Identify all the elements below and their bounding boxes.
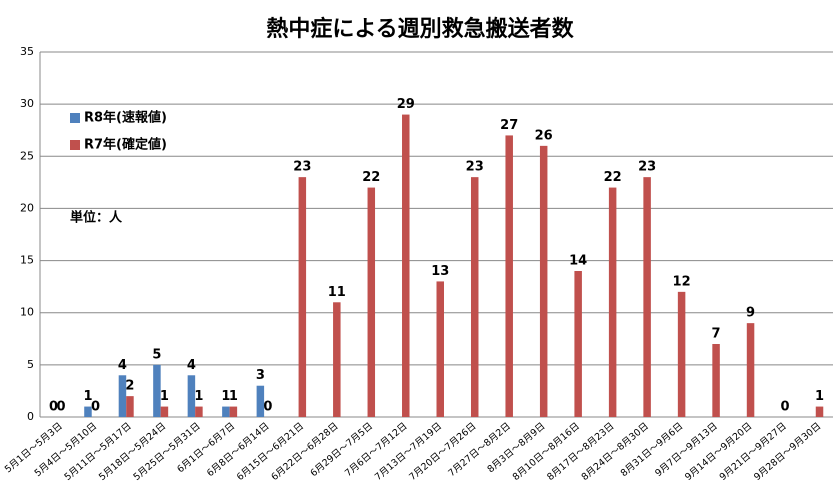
value-label: 0 xyxy=(91,400,100,415)
value-label: 14 xyxy=(569,254,587,269)
value-label: 0 xyxy=(49,400,58,415)
value-label: 9 xyxy=(746,306,755,321)
bar xyxy=(118,375,127,417)
value-label: 7 xyxy=(712,327,721,342)
value-label: 12 xyxy=(673,274,691,289)
y-tick-label: 25 xyxy=(20,149,34,162)
bar xyxy=(153,364,161,417)
bar xyxy=(402,114,410,418)
value-label: 13 xyxy=(431,264,449,279)
bar xyxy=(126,396,134,417)
value-label: 26 xyxy=(535,128,553,143)
value-label: 0 xyxy=(263,400,272,415)
value-label: 0 xyxy=(56,400,65,415)
value-label: 29 xyxy=(397,97,415,112)
bar xyxy=(195,406,203,417)
bar xyxy=(436,281,444,417)
bar xyxy=(256,385,265,417)
value-label: 22 xyxy=(604,170,622,185)
y-tick-label: 10 xyxy=(20,306,34,319)
value-label: 23 xyxy=(466,160,484,175)
x-tick-label: 6月29日～7月5日 xyxy=(308,421,375,479)
value-label: 1 xyxy=(221,389,230,404)
bar xyxy=(677,291,686,417)
y-tick-label: 30 xyxy=(20,97,34,110)
bar xyxy=(84,406,92,417)
value-label: 1 xyxy=(194,389,203,404)
value-label: 1 xyxy=(815,389,824,404)
bar xyxy=(367,187,376,417)
value-label: 3 xyxy=(256,368,265,383)
bar xyxy=(298,177,307,417)
legend-label: R7年(確定値) xyxy=(84,137,167,153)
bar xyxy=(470,177,479,417)
bar xyxy=(643,177,651,417)
legend-swatch xyxy=(70,140,80,150)
legend-label: R8年(速報値) xyxy=(84,110,167,126)
value-label: 4 xyxy=(187,358,196,373)
value-label: 1 xyxy=(229,389,238,404)
y-tick-label: 20 xyxy=(20,201,34,214)
bar xyxy=(229,406,238,417)
x-tick-label: 8月31日～9月6日 xyxy=(619,421,686,479)
bar xyxy=(505,135,513,417)
y-tick-label: 0 xyxy=(27,410,34,423)
bar xyxy=(160,406,169,417)
bar xyxy=(712,344,720,417)
x-tick-label: 7月27日～8月2日 xyxy=(446,421,513,479)
bar xyxy=(608,187,617,417)
bar xyxy=(574,271,582,417)
value-label: 0 xyxy=(781,400,790,415)
value-label: 1 xyxy=(160,389,169,404)
x-tick-label: 6月8日～6月14日 xyxy=(205,421,272,479)
value-label: 2 xyxy=(125,379,134,394)
x-tick-label: 9月7日～9月13日 xyxy=(653,421,720,479)
unit-note: 単位：人 xyxy=(70,210,123,226)
y-tick-label: 35 xyxy=(20,45,34,58)
value-label: 4 xyxy=(118,358,127,373)
value-label: 23 xyxy=(638,160,656,175)
chart-title: 熱中症による週別救急搬送者数 xyxy=(266,16,574,42)
value-label: 5 xyxy=(152,347,161,362)
x-tick-label: 5月1日～5月3日 xyxy=(3,421,65,476)
x-tick-label: 5月4日～5月10日 xyxy=(33,421,100,479)
value-label: 11 xyxy=(328,285,346,300)
legend-swatch xyxy=(70,113,80,123)
bar xyxy=(539,145,548,417)
value-label: 27 xyxy=(500,118,518,133)
value-label: 23 xyxy=(293,160,311,175)
y-tick-label: 15 xyxy=(20,254,34,267)
bar xyxy=(746,323,755,417)
bar xyxy=(815,406,824,417)
bar xyxy=(333,302,341,417)
x-tick-label: 7月6日～7月12日 xyxy=(343,421,410,479)
bar xyxy=(187,375,196,417)
y-tick-label: 5 xyxy=(27,358,34,371)
bar xyxy=(222,406,230,417)
value-label: 22 xyxy=(362,170,380,185)
value-label: 1 xyxy=(83,389,92,404)
